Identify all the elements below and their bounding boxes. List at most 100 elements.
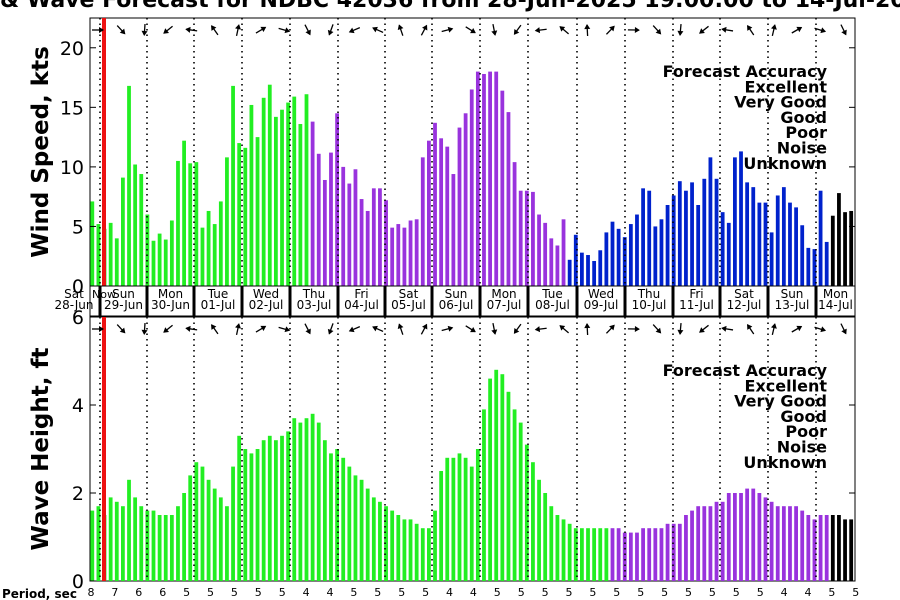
bar-1-34 [298, 422, 303, 581]
bar-1-70 [518, 422, 523, 581]
bar-0-71 [524, 190, 529, 286]
direction-arrow-0-15 [441, 26, 454, 33]
day-date-15: 13-Jul [775, 298, 810, 312]
bar-0-25 [243, 147, 248, 286]
bar-0-86 [616, 228, 621, 286]
bar-0-57 [439, 138, 444, 286]
day-date-10: 08-Jul [535, 298, 570, 312]
direction-arrow-0-3 [163, 25, 173, 34]
bar-1-80 [580, 528, 584, 581]
bar-1-63 [475, 449, 480, 581]
bar-0-100 [702, 178, 707, 286]
bar-0-8 [139, 174, 144, 286]
period-value-17: 5 [494, 586, 501, 599]
bar-1-61 [463, 457, 468, 581]
bar-0-55 [427, 140, 431, 286]
bar-1-110 [763, 497, 768, 581]
bar-0-95 [671, 195, 676, 286]
bar-0-120 [824, 241, 829, 286]
bar-0-99 [696, 205, 701, 286]
day-name-6: Fri [354, 287, 368, 301]
direction-arrow-1-9 [304, 323, 311, 335]
bar-0-73 [537, 214, 541, 286]
bar-1-76 [555, 515, 560, 581]
bar-1-8 [139, 506, 144, 581]
bar-0-7 [133, 164, 138, 286]
direction-arrow-1-4 [185, 325, 198, 332]
bar-1-60 [457, 453, 462, 581]
bar-0-42 [347, 183, 352, 286]
bar-0-119 [818, 190, 823, 286]
direction-arrow-0-12 [372, 26, 384, 34]
direction-arrow-0-31 [814, 27, 827, 34]
bar-0-49 [390, 227, 395, 286]
bar-0-17 [194, 162, 199, 286]
bar-0-5 [121, 177, 125, 286]
bar-1-25 [243, 449, 248, 581]
ytick-label-1-1: 2 [72, 483, 84, 505]
direction-arrow-0-0 [92, 27, 104, 33]
direction-arrow-1-30 [791, 325, 803, 333]
bar-0-46 [371, 188, 376, 286]
bar-0-4 [114, 238, 119, 286]
bar-0-53 [414, 219, 419, 286]
direction-arrow-0-16 [465, 26, 476, 34]
direction-arrow-1-13 [397, 323, 404, 335]
direction-arrow-0-28 [747, 25, 755, 36]
bar-0-97 [684, 190, 688, 286]
direction-arrow-1-31 [814, 326, 827, 333]
direction-arrow-1-17 [491, 322, 498, 335]
day-date-12: 10-Jul [632, 298, 667, 312]
direction-arrow-0-11 [348, 27, 361, 34]
day-date-4: 02-Jul [249, 298, 284, 312]
direction-arrow-0-26 [699, 25, 709, 34]
period-value-27: 5 [733, 586, 740, 599]
direction-arrow-0-7 [255, 26, 267, 34]
direction-arrow-0-17 [491, 23, 498, 36]
bar-1-12 [163, 515, 168, 581]
bar-1-91 [647, 528, 652, 581]
bar-1-79 [573, 528, 578, 581]
bar-1-108 [751, 488, 756, 581]
bar-1-9 [145, 510, 150, 581]
bar-1-42 [347, 466, 352, 581]
bar-0-26 [249, 104, 254, 286]
day-name-1: Sun [112, 287, 135, 301]
bar-0-45 [365, 210, 370, 286]
direction-arrow-1-22 [605, 324, 615, 334]
bar-0-116 [800, 225, 805, 286]
bar-1-95 [671, 523, 676, 581]
bar-1-17 [194, 462, 199, 581]
bar-0-19 [206, 210, 211, 286]
period-value-26: 5 [709, 586, 716, 599]
ytick-label-1-2: 4 [72, 395, 84, 417]
direction-arrow-0-24 [652, 25, 662, 35]
bar-1-84 [604, 528, 609, 581]
direction-arrow-0-8 [278, 27, 291, 34]
bar-1-10 [151, 510, 156, 581]
bar-1-51 [402, 519, 407, 581]
bar-1-58 [445, 457, 450, 581]
day-date-13: 11-Jul [679, 298, 714, 312]
legend-item-0-0: Excellent [745, 77, 828, 96]
period-value-19: 5 [542, 586, 549, 599]
day-name-13: Fri [689, 287, 703, 301]
direction-arrow-1-25 [677, 322, 684, 335]
bar-1-11 [157, 515, 162, 581]
bar-0-15 [182, 140, 186, 286]
day-name-10: Tue [541, 287, 563, 301]
bar-1-75 [549, 506, 554, 581]
bar-0-101 [708, 157, 713, 286]
bar-1-105 [733, 493, 737, 581]
bar-0-28 [261, 97, 266, 286]
bar-1-116 [800, 510, 805, 581]
bar-0-78 [567, 259, 572, 286]
chart-title: & Wave Forecast for NDBC 42036 from 28-J… [0, 0, 900, 13]
bar-0-80 [580, 252, 584, 286]
period-value-16: 4 [470, 586, 477, 599]
direction-arrow-0-19 [534, 27, 547, 34]
bar-1-68 [506, 391, 511, 581]
bar-0-52 [408, 220, 413, 286]
legend-item-1-1: Very Good [734, 392, 827, 411]
legend-heading-1: Forecast Accuracy [663, 361, 828, 380]
